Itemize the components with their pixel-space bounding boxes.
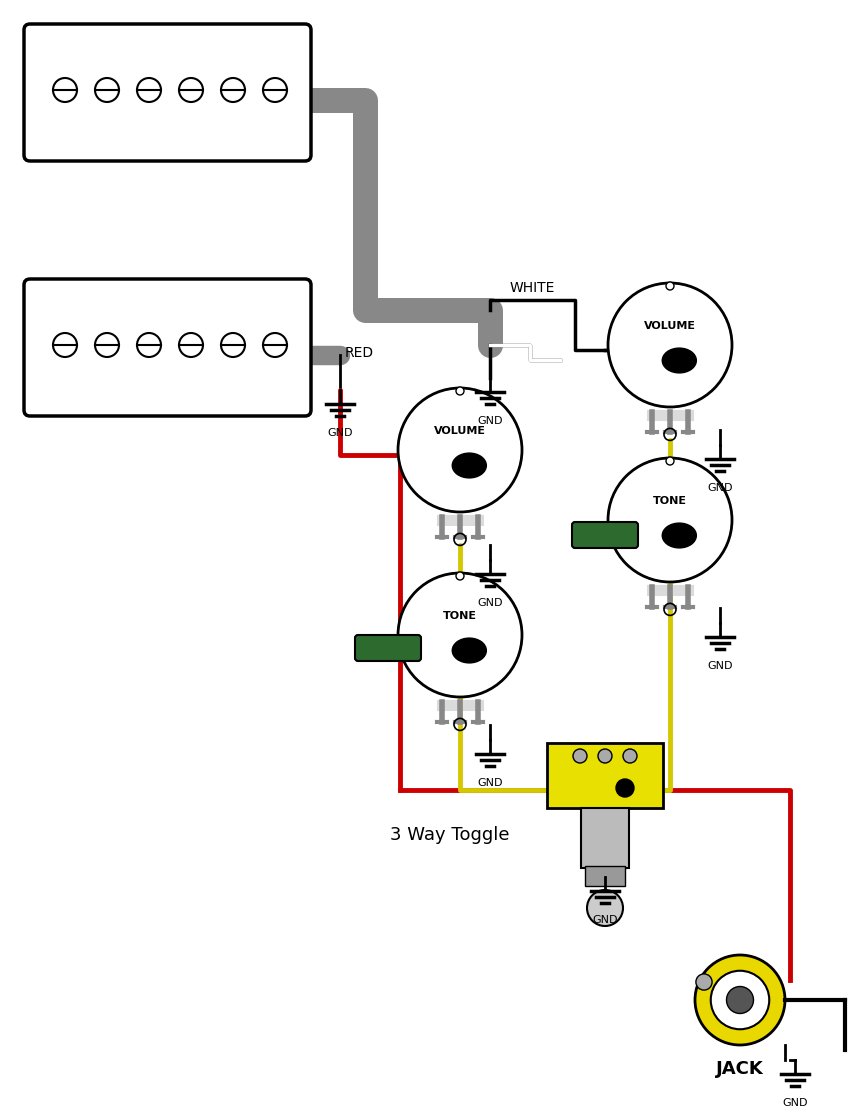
Ellipse shape [662, 523, 696, 548]
Text: VOLUME: VOLUME [434, 426, 486, 436]
Text: 3 Way Toggle: 3 Way Toggle [391, 826, 509, 844]
FancyBboxPatch shape [24, 279, 311, 416]
Circle shape [263, 78, 287, 102]
Circle shape [696, 974, 712, 990]
Circle shape [695, 955, 785, 1045]
Circle shape [727, 987, 754, 1014]
Circle shape [666, 457, 674, 466]
FancyBboxPatch shape [581, 808, 629, 868]
Circle shape [53, 333, 77, 357]
Circle shape [179, 333, 203, 357]
Circle shape [221, 333, 245, 357]
Text: TONE: TONE [653, 497, 687, 507]
Circle shape [623, 749, 637, 763]
Circle shape [137, 333, 161, 357]
Ellipse shape [453, 638, 486, 662]
Text: GND: GND [477, 598, 503, 608]
Circle shape [95, 78, 119, 102]
Text: TONE: TONE [443, 611, 477, 621]
FancyBboxPatch shape [572, 521, 638, 548]
FancyBboxPatch shape [355, 634, 421, 661]
Text: GND: GND [782, 1098, 807, 1108]
Circle shape [221, 78, 245, 102]
FancyBboxPatch shape [24, 23, 311, 161]
Text: GND: GND [707, 483, 733, 493]
Ellipse shape [453, 453, 486, 478]
Circle shape [263, 333, 287, 357]
Text: GND: GND [477, 778, 503, 788]
Circle shape [666, 282, 674, 290]
Circle shape [456, 572, 464, 580]
FancyBboxPatch shape [585, 866, 625, 886]
Bar [547, 743, 663, 808]
Circle shape [95, 333, 119, 357]
Circle shape [608, 283, 732, 407]
Circle shape [179, 78, 203, 102]
Text: RED: RED [345, 346, 374, 360]
Text: WHITE: WHITE [510, 281, 555, 295]
Circle shape [53, 78, 77, 102]
Circle shape [573, 749, 587, 763]
Circle shape [598, 749, 612, 763]
Circle shape [398, 388, 522, 513]
Text: GND: GND [707, 661, 733, 671]
Circle shape [137, 78, 161, 102]
Text: VOLUME: VOLUME [644, 321, 696, 331]
Text: GND: GND [477, 416, 503, 426]
Circle shape [587, 890, 623, 927]
Circle shape [711, 971, 769, 1029]
Circle shape [456, 387, 464, 395]
Circle shape [616, 779, 634, 797]
Text: GND: GND [327, 427, 352, 438]
Text: JACK: JACK [716, 1060, 764, 1078]
Ellipse shape [662, 348, 696, 373]
Circle shape [608, 458, 732, 582]
Circle shape [398, 573, 522, 697]
Text: GND: GND [593, 915, 618, 925]
